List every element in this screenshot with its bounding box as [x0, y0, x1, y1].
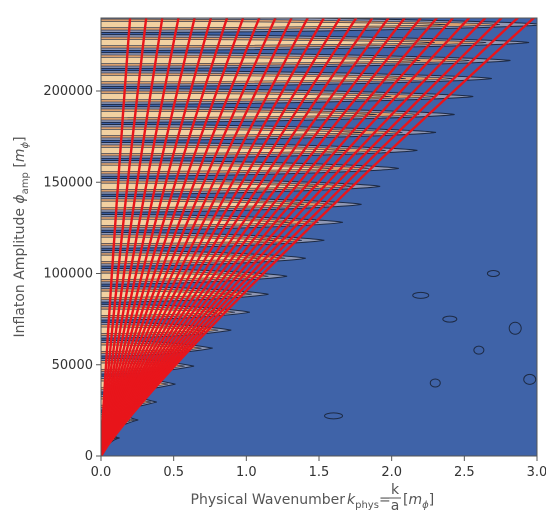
red-curve-12: [101, 18, 309, 456]
y-tick-label-3: 150000: [43, 175, 93, 190]
contour-island-1: [523, 373, 537, 385]
x-tick-label-1: 0.5: [163, 465, 184, 480]
red-curve-16: [101, 18, 374, 456]
red-curve-8: [101, 18, 245, 456]
band-23-layer-2: [101, 39, 435, 47]
red-curve-10: [101, 18, 277, 456]
x-axis-unit-close: ]: [429, 492, 434, 508]
contour-island-2: [473, 345, 485, 355]
contour-island-7: [324, 412, 344, 420]
contour-island-6: [429, 378, 441, 388]
x-axis-label: Physical Wavenumber kphys= k a [mϕ]: [191, 482, 435, 514]
red-curve-2: [101, 18, 148, 456]
y-axis-unit-symbol: m: [12, 149, 28, 163]
x-tick-label-0: 0.0: [91, 465, 112, 480]
contour-island-5: [508, 321, 522, 335]
y-axis-unit-close: ]: [12, 136, 28, 141]
x-axis-label-formula: kphys=: [347, 492, 391, 511]
y-axis-label-text: Inflaton Amplitude ϕamp [mϕ]: [12, 136, 31, 337]
red-curve-13: [101, 18, 325, 456]
red-curves: [101, 18, 535, 456]
x-axis-equals: =: [379, 492, 391, 508]
x-tick-label-3: 1.5: [309, 465, 330, 480]
red-curve-3: [101, 18, 164, 456]
red-curve-24: [101, 18, 503, 456]
red-curve-1: [101, 18, 132, 456]
y-tick-label-0: 0: [85, 449, 93, 464]
red-curve-25: [101, 18, 519, 456]
x-tick-label-6: 3.0: [527, 465, 546, 480]
x-axis-subscript: phys: [355, 500, 379, 511]
red-curve-6: [101, 18, 213, 456]
x-tick-label-5: 2.5: [454, 465, 475, 480]
red-curve-11: [101, 18, 293, 456]
x-axis-unit-subscript: ϕ: [422, 500, 429, 511]
y-axis-subscript: amp: [20, 172, 31, 194]
red-curve-20: [101, 18, 439, 456]
y-tick-label-4: 200000: [43, 84, 93, 99]
red-curve-7: [101, 18, 229, 456]
x-axis-unit-open: [: [403, 492, 408, 508]
x-tick-label-4: 2.0: [381, 465, 402, 480]
y-tick-label-2: 100000: [43, 267, 93, 282]
x-axis-ticks: 0.0 0.5 1.0 1.5 2.0 2.5 3.0: [91, 456, 546, 480]
x-axis-symbol: k: [347, 492, 356, 508]
red-curve-4: [101, 18, 180, 456]
red-curve-18: [101, 18, 406, 456]
x-axis-unit-symbol: m: [408, 492, 422, 508]
contour-island-8: [486, 270, 500, 277]
y-axis-unit-open: [: [12, 162, 28, 172]
band-10-layer-2: [101, 272, 247, 280]
y-axis-unit-subscript: ϕ: [20, 142, 31, 149]
y-tick-label-1: 50000: [52, 358, 93, 373]
red-curve-5: [101, 18, 196, 456]
red-curve-26: [101, 18, 535, 456]
red-curve-19: [101, 18, 422, 456]
x-axis-frac-num: k: [391, 482, 400, 498]
contour-islands: [324, 270, 537, 420]
red-curve-9: [101, 18, 261, 456]
x-axis-frac-den: a: [391, 498, 400, 514]
red-curve-22: [101, 18, 471, 456]
y-axis-label: Inflaton Amplitude ϕamp [mϕ]: [12, 136, 31, 337]
x-axis-units: [mϕ]: [403, 492, 434, 511]
x-tick-label-2: 1.0: [236, 465, 257, 480]
contour-island-4: [412, 291, 430, 299]
contour-island-3: [442, 315, 458, 323]
red-curve-21: [101, 18, 455, 456]
red-curve-15: [101, 18, 358, 456]
x-axis-label-prefix: Physical Wavenumber: [191, 492, 346, 508]
y-axis-ticks: 0 50000 100000 150000 200000: [43, 84, 101, 464]
y-axis-symbol: ϕ: [12, 194, 28, 203]
red-curve-23: [101, 18, 487, 456]
y-axis-label-prefix: Inflaton Amplitude: [12, 204, 28, 338]
red-curve-14: [101, 18, 342, 456]
red-curve-17: [101, 18, 390, 456]
